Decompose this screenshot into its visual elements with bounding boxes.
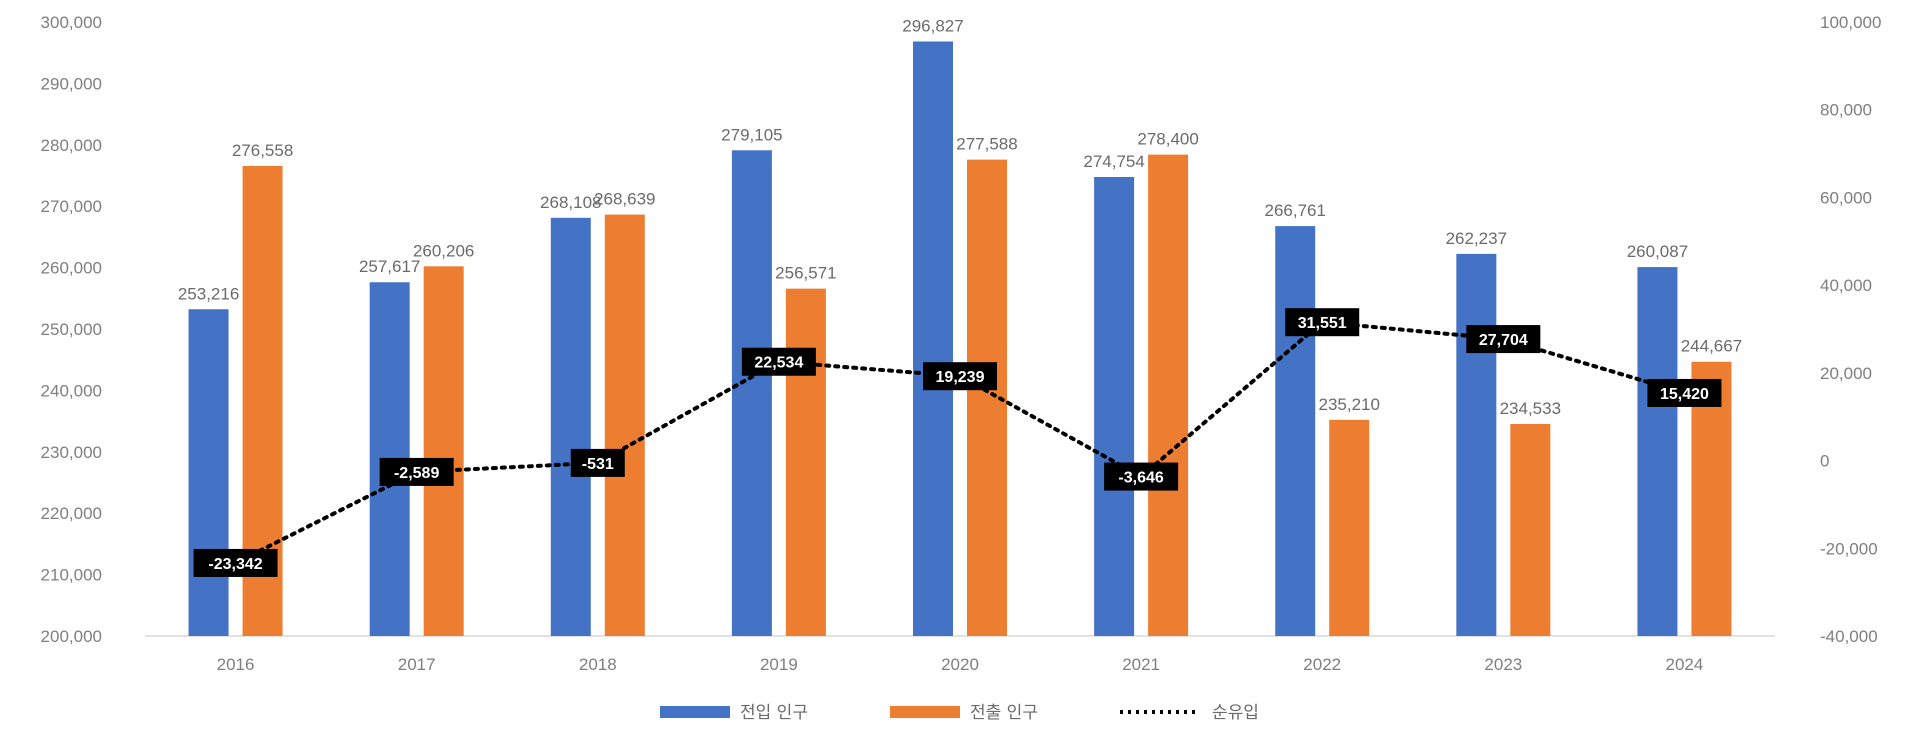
net-inflow-label-box xyxy=(1104,462,1179,491)
left-axis-tick-label: 260,000 xyxy=(41,259,102,278)
left-axis-tick-label: 200,000 xyxy=(41,627,102,646)
left-axis-tick-label: 280,000 xyxy=(41,136,102,155)
left-axis-tick-label: 220,000 xyxy=(41,504,102,523)
net-inflow-label-box xyxy=(193,548,278,577)
net-inflow-data-label: 22,534 xyxy=(754,355,803,372)
x-axis-tick-label: 2021 xyxy=(1122,655,1160,674)
x-axis-tick-label: 2018 xyxy=(579,655,617,674)
inflow-bar xyxy=(1456,253,1497,637)
outflow-bar xyxy=(1329,419,1370,636)
outflow-bar xyxy=(1691,361,1732,636)
left-axis-ticks: 200,000 210,000 220,000 230,000 240,000 250,0… xyxy=(41,13,102,646)
right-axis-tick-label: 20,000 xyxy=(1820,364,1872,383)
inflow-data-label: 279,105 xyxy=(721,125,782,144)
legend: 전입 인구 전출 인구 순유입 xyxy=(660,703,1259,723)
outflow-bar xyxy=(604,214,645,637)
outflow-bar xyxy=(1148,154,1189,636)
right-axis-tick-label: -20,000 xyxy=(1820,539,1878,558)
inflow-data-label: 274,754 xyxy=(1083,152,1144,171)
bars-layer xyxy=(188,41,1732,637)
inflow-bar xyxy=(731,150,772,637)
right-axis-tick-label: 60,000 xyxy=(1820,188,1872,207)
net-inflow-label-box xyxy=(1647,378,1722,407)
right-axis-tick-label: 40,000 xyxy=(1820,276,1872,295)
outflow-data-label: 278,400 xyxy=(1137,130,1198,149)
outflow-bar xyxy=(785,288,826,636)
x-axis-tick-label: 2024 xyxy=(1666,655,1704,674)
outflow-data-label: 234,533 xyxy=(1500,399,1561,418)
net-inflow-label-box xyxy=(379,457,454,486)
outflow-data-label: 235,210 xyxy=(1318,395,1379,414)
x-axis-tick-label: 2016 xyxy=(217,655,255,674)
outflow-bar xyxy=(1510,423,1551,636)
left-axis-tick-label: 250,000 xyxy=(41,320,102,339)
net-inflow-data-label: 31,551 xyxy=(1298,315,1347,332)
x-axis-tick-label: 2023 xyxy=(1484,655,1522,674)
bar-labels-layer: 253,216 257,617 268,108 279,105 296,827 274,7… xyxy=(178,16,1742,417)
inflow-data-label: 266,761 xyxy=(1264,201,1325,220)
left-axis-tick-label: 210,000 xyxy=(41,566,102,585)
outflow-data-label: 277,588 xyxy=(956,135,1017,154)
outflow-bar xyxy=(423,266,464,636)
inflow-bar xyxy=(1275,226,1316,636)
legend-label-outflow: 전출 인구 xyxy=(970,703,1038,723)
left-axis-tick-label: 300,000 xyxy=(41,13,102,32)
x-axis-tick-label: 2022 xyxy=(1303,655,1341,674)
inflow-data-label: 260,087 xyxy=(1627,242,1688,261)
net-inflow-label-box xyxy=(1285,308,1360,337)
inflow-data-label: 296,827 xyxy=(902,16,963,35)
net-inflow-label-box xyxy=(1466,325,1541,354)
net-inflow-label-box xyxy=(570,448,625,477)
inflow-bar xyxy=(550,217,591,636)
x-axis-ticks: 2016 2017 2018 2019 2020 2021 2022 2023 2024 xyxy=(217,655,1704,674)
inflow-bar xyxy=(913,41,953,636)
inflow-bar xyxy=(1637,267,1678,636)
left-axis-tick-label: 270,000 xyxy=(41,197,102,216)
outflow-data-label: 260,206 xyxy=(413,241,474,260)
net-inflow-data-label: 19,239 xyxy=(936,369,985,386)
right-axis-ticks: -40,000 -20,000 0 20,000 40,000 60,000 80,000 1… xyxy=(1820,13,1881,646)
inflow-data-label: 257,617 xyxy=(359,257,420,276)
x-axis-tick-label: 2020 xyxy=(941,655,979,674)
net-inflow-data-label: 15,420 xyxy=(1660,386,1709,403)
net-inflow-data-label: -3,646 xyxy=(1118,470,1163,487)
legend-swatch-inflow xyxy=(660,706,730,718)
inflow-data-label: 268,108 xyxy=(540,193,601,212)
inflow-bar xyxy=(1094,177,1135,636)
left-axis-tick-label: 230,000 xyxy=(41,443,102,462)
outflow-data-label: 276,558 xyxy=(232,141,293,160)
net-inflow-data-label: -2,589 xyxy=(394,465,439,482)
net-inflow-data-label: -23,342 xyxy=(208,556,262,573)
inflow-data-label: 262,237 xyxy=(1446,229,1507,248)
x-axis-tick-label: 2017 xyxy=(398,655,436,674)
net-inflow-data-label: -531 xyxy=(582,456,614,473)
left-axis-tick-label: 240,000 xyxy=(41,381,102,400)
right-axis-tick-label: -40,000 xyxy=(1820,627,1878,646)
inflow-data-label: 253,216 xyxy=(178,284,239,303)
x-axis-tick-label: 2019 xyxy=(760,655,798,674)
net-inflow-data-label: 27,704 xyxy=(1479,332,1528,349)
legend-label-inflow: 전입 인구 xyxy=(740,703,808,723)
right-axis-tick-label: 0 xyxy=(1820,452,1829,471)
net-inflow-label-box xyxy=(923,362,997,391)
outflow-data-label: 244,667 xyxy=(1681,337,1742,356)
net-inflow-label-box xyxy=(741,347,816,376)
outflow-data-label: 268,639 xyxy=(594,190,655,209)
outflow-data-label: 256,571 xyxy=(775,264,836,283)
legend-swatch-outflow xyxy=(890,706,960,718)
net-line-layer: -23,342 -2,589 -531 22,534 19,239 -3,646 31,55… xyxy=(193,308,1722,577)
inflow-bar xyxy=(188,309,229,636)
legend-label-net: 순유입 xyxy=(1212,703,1259,723)
right-axis-tick-label: 100,000 xyxy=(1820,13,1881,32)
left-axis-tick-label: 290,000 xyxy=(41,74,102,93)
right-axis-tick-label: 80,000 xyxy=(1820,101,1872,120)
